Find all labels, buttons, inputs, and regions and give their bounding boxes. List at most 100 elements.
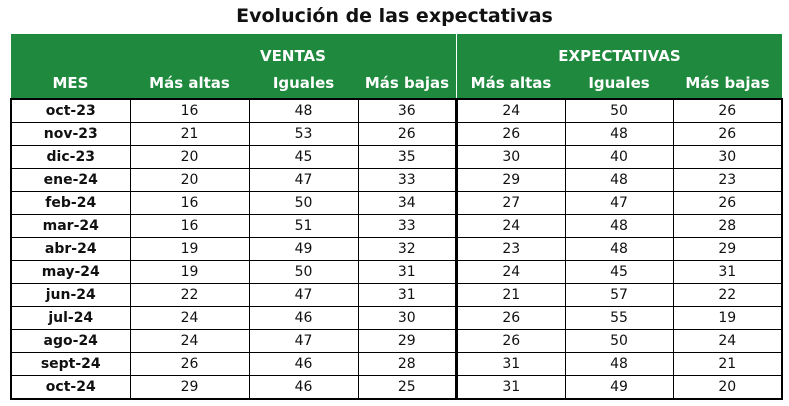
expectativas-cell-e-iguales: 48	[564, 352, 674, 376]
table-row: ago-24 24 47 29	[10, 329, 457, 353]
ventas-cell-v-iguales: 50	[248, 191, 359, 215]
ventas-cell-v-bajas: 26	[357, 122, 457, 146]
expectativas-cell-e-bajas: 21	[672, 352, 783, 376]
table-row: 31 49 20	[456, 375, 783, 400]
expectativas-cell-e-iguales: 40	[564, 145, 674, 169]
expectativas-cell-e-iguales: 48	[564, 214, 674, 238]
ventas-cell-v-bajas: 34	[357, 191, 457, 215]
table-row: 26 50 24	[456, 329, 783, 353]
ventas-group-header-row: VENTAS	[11, 34, 456, 67]
ventas-cell-v-altas: 24	[129, 306, 250, 330]
expectativas-cell-e-bajas: 31	[672, 260, 783, 284]
ventas-cell-mes: may-24	[10, 260, 131, 284]
table-row: ene-24 20 47 33	[10, 168, 457, 192]
ventas-cell-mes: ago-24	[10, 329, 131, 353]
ventas-cell-mes: sept-24	[10, 352, 131, 376]
expectativas-cell-e-iguales: 48	[564, 168, 674, 192]
expectativas-cell-e-bajas: 24	[672, 329, 783, 353]
ventas-group-header: VENTAS	[130, 34, 456, 67]
ventas-cell-mes: feb-24	[10, 191, 131, 215]
column-header-ventas-iguales: Iguales	[249, 67, 358, 99]
ventas-cell-v-altas: 22	[129, 283, 250, 307]
column-header-expectativas-mas-bajas: Más bajas	[673, 67, 782, 99]
table-row: 31 48 21	[456, 352, 783, 376]
expectativas-table: EXPECTATIVAS Más altas Iguales Más bajas…	[456, 34, 783, 400]
ventas-cell-v-bajas: 29	[357, 329, 457, 353]
ventas-cell-v-altas: 20	[129, 168, 250, 192]
ventas-table-body: oct-23 16 48 36 nov-23 21 53 26 dic-23 20 45 35 ene-…	[10, 98, 457, 400]
table-row: 30 40 30	[456, 145, 783, 169]
expectativas-cell-e-altas: 26	[456, 306, 566, 330]
column-header-ventas-mas-altas: Más altas	[130, 67, 249, 99]
ventas-cell-v-iguales: 50	[248, 260, 359, 284]
ventas-cell-v-iguales: 46	[248, 352, 359, 376]
expectativas-cell-e-bajas: 26	[672, 98, 783, 123]
ventas-cell-v-altas: 24	[129, 329, 250, 353]
expectativas-cell-e-bajas: 19	[672, 306, 783, 330]
ventas-cell-v-bajas: 33	[357, 168, 457, 192]
table-row: mar-24 16 51 33	[10, 214, 457, 238]
expectativas-cell-e-altas: 24	[456, 98, 566, 123]
expectativas-cell-e-iguales: 45	[564, 260, 674, 284]
ventas-cell-v-bajas: 35	[357, 145, 457, 169]
table-row: 26 55 19	[456, 306, 783, 330]
table-row: abr-24 19 49 32	[10, 237, 457, 261]
expectativas-cell-e-iguales: 48	[564, 122, 674, 146]
ventas-cell-mes: jun-24	[10, 283, 131, 307]
table-row: oct-24 29 46 25	[10, 375, 457, 400]
expectativas-cell-e-bajas: 20	[672, 375, 783, 400]
expectativas-cell-e-bajas: 30	[672, 145, 783, 169]
table-row: 29 48 23	[456, 168, 783, 192]
ventas-header-spacer	[11, 34, 130, 67]
expectativas-cell-e-bajas: 29	[672, 237, 783, 261]
column-header-mes: MES	[11, 67, 130, 99]
expectativas-cell-e-bajas: 23	[672, 168, 783, 192]
ventas-cell-v-iguales: 47	[248, 168, 359, 192]
expectativas-cell-e-altas: 26	[456, 122, 566, 146]
expectativas-cell-e-iguales: 49	[564, 375, 674, 400]
expectativas-cell-e-altas: 21	[456, 283, 566, 307]
table-row: may-24 19 50 31	[10, 260, 457, 284]
expectativas-cell-e-bajas: 26	[672, 122, 783, 146]
ventas-cell-mes: jul-24	[10, 306, 131, 330]
ventas-cell-v-bajas: 31	[357, 260, 457, 284]
ventas-cell-v-bajas: 31	[357, 283, 457, 307]
table-row: feb-24 16 50 34	[10, 191, 457, 215]
expectativas-table-body: 24 50 26 26 48 26 30 40 30 29 48 23 27 47 26 24 48 28 23 48…	[456, 98, 783, 400]
ventas-cell-v-altas: 29	[129, 375, 250, 400]
ventas-table: VENTAS MES Más altas Iguales Más bajas o…	[10, 34, 457, 400]
ventas-cell-v-altas: 21	[129, 122, 250, 146]
table-row: 24 48 28	[456, 214, 783, 238]
expectativas-cell-e-altas: 24	[456, 214, 566, 238]
ventas-cell-mes: mar-24	[10, 214, 131, 238]
ventas-cell-v-altas: 19	[129, 237, 250, 261]
table-row: jun-24 22 47 31	[10, 283, 457, 307]
ventas-column-header-row: MES Más altas Iguales Más bajas	[11, 67, 456, 99]
page-title: Evolución de las expectativas	[236, 5, 553, 27]
expectativas-column-header-row: Más altas Iguales Más bajas	[457, 67, 782, 99]
ventas-cell-v-iguales: 46	[248, 306, 359, 330]
table-row: 24 45 31	[456, 260, 783, 284]
ventas-cell-v-iguales: 48	[248, 98, 359, 123]
ventas-cell-v-iguales: 47	[248, 329, 359, 353]
expectativas-cell-e-altas: 24	[456, 260, 566, 284]
column-header-expectativas-mas-altas: Más altas	[457, 67, 565, 99]
ventas-cell-mes: dic-23	[10, 145, 131, 169]
expectativas-group-header: EXPECTATIVAS	[457, 34, 782, 67]
expectativas-cell-e-iguales: 47	[564, 191, 674, 215]
ventas-cell-mes: ene-24	[10, 168, 131, 192]
table-row: oct-23 16 48 36	[10, 98, 457, 123]
ventas-cell-v-bajas: 32	[357, 237, 457, 261]
expectativas-cell-e-altas: 23	[456, 237, 566, 261]
table-row: 21 57 22	[456, 283, 783, 307]
ventas-cell-v-bajas: 28	[357, 352, 457, 376]
ventas-cell-v-altas: 19	[129, 260, 250, 284]
ventas-cell-v-iguales: 45	[248, 145, 359, 169]
expectativas-cell-e-bajas: 26	[672, 191, 783, 215]
ventas-cell-v-bajas: 33	[357, 214, 457, 238]
expectativas-cell-e-iguales: 48	[564, 237, 674, 261]
table-row: 23 48 29	[456, 237, 783, 261]
table-row: dic-23 20 45 35	[10, 145, 457, 169]
column-header-ventas-mas-bajas: Más bajas	[358, 67, 456, 99]
ventas-cell-v-bajas: 36	[357, 98, 457, 123]
